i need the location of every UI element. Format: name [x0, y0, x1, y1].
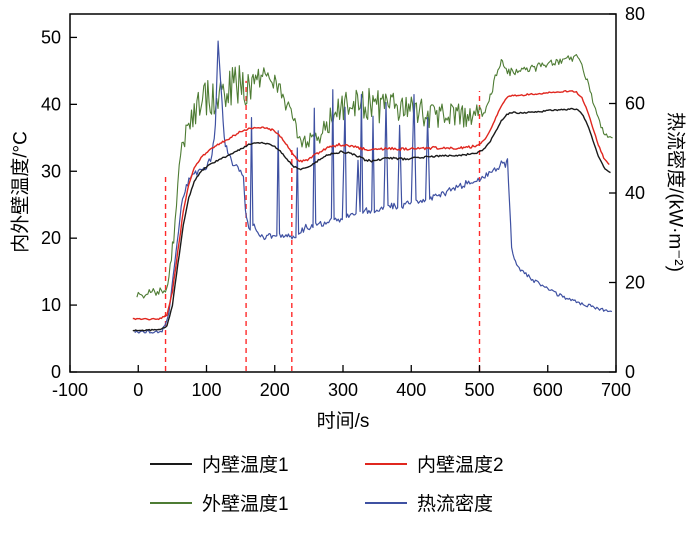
y-right-tick-label: 60 [625, 94, 645, 114]
legend: 内壁温度1 内壁温度2 外壁温度1 热流密度 [0, 450, 700, 516]
legend-item-heat-flux: 热流密度 [365, 489, 550, 516]
x-tick-label: 500 [464, 380, 494, 400]
legend-swatch-outer-wall-temp-1 [150, 501, 192, 504]
x-tick-label: 200 [260, 380, 290, 400]
x-tick-label: -100 [52, 380, 88, 400]
x-tick-label: 300 [328, 380, 358, 400]
x-tick-label: 400 [396, 380, 426, 400]
series-outer-wall-temp-1 [136, 54, 613, 299]
y-left-tick-label: 40 [41, 94, 61, 114]
x-tick-label: 700 [601, 380, 631, 400]
y-right-tick-label: 20 [625, 273, 645, 293]
legend-row: 内壁温度1 内壁温度2 [150, 450, 550, 477]
x-tick-label: 0 [133, 380, 143, 400]
legend-item-outer-wall-temp-1: 外壁温度1 [150, 489, 335, 516]
legend-swatch-inner-wall-temp-1 [150, 462, 192, 465]
legend-swatch-heat-flux [365, 501, 407, 504]
x-axis-title: 时间/s [316, 411, 370, 432]
y-left-tick-label: 30 [41, 161, 61, 181]
y-right-tick-label: 0 [625, 362, 635, 382]
series-heat-flux [134, 40, 613, 334]
legend-label: 内壁温度2 [417, 455, 504, 476]
y-left-tick-label: 20 [41, 228, 61, 248]
y-right-tick-label: 40 [625, 183, 645, 203]
legend-item-inner-wall-temp-1: 内壁温度1 [150, 450, 335, 477]
series-inner-wall-temp-1 [132, 107, 611, 332]
y-left-tick-label: 0 [51, 362, 61, 382]
legend-swatch-inner-wall-temp-2 [365, 462, 407, 465]
y-axis-left-title: 内外壁温度/°C [10, 131, 32, 253]
legend-label: 热流密度 [417, 494, 494, 515]
legend-item-inner-wall-temp-2: 内壁温度2 [365, 450, 550, 477]
x-tick-label: 100 [191, 380, 221, 400]
x-tick-label: 600 [533, 380, 563, 400]
series-inner-wall-temp-2 [132, 89, 610, 321]
y-axis-right-title: 热流密度/(kW·m⁻²) [664, 112, 686, 272]
legend-label: 内壁温度1 [202, 455, 289, 476]
legend-row: 外壁温度1 热流密度 [150, 489, 550, 516]
chart-plot-area: -100 0 100 200 300 400 500 600 70001020304050020… [41, 4, 645, 400]
legend-label: 外壁温度1 [202, 494, 289, 515]
y-right-tick-label: 80 [625, 4, 645, 24]
y-left-tick-label: 50 [41, 27, 61, 47]
y-left-tick-label: 10 [41, 295, 61, 315]
